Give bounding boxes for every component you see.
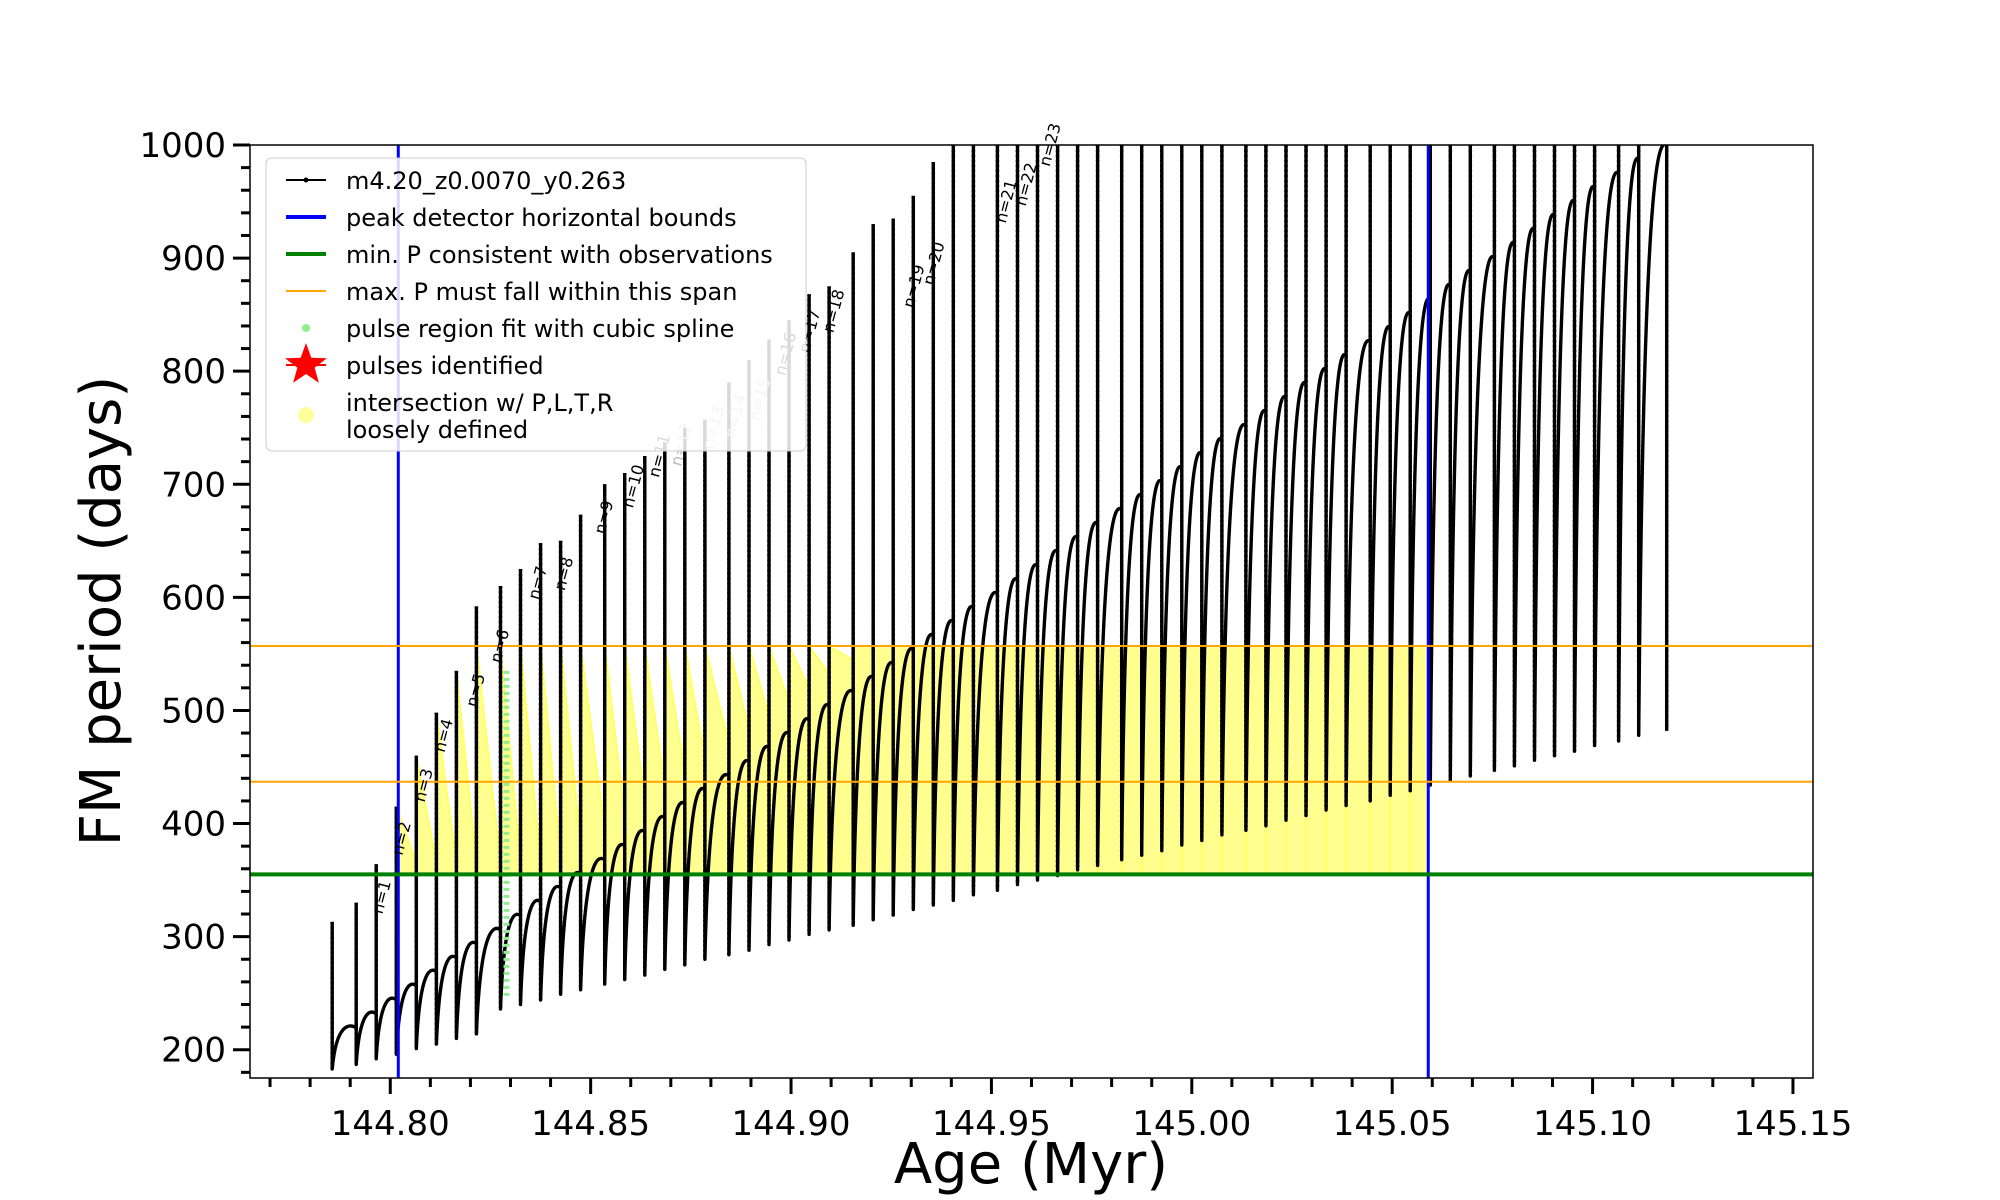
y-tick-label: 700	[161, 465, 226, 505]
axes-layer: 144.80 144.85 144.90 144.95 145.00 145.05 145.…	[139, 126, 1852, 1144]
y-tick-label: 600	[161, 578, 226, 618]
pulse-label: n=18	[819, 287, 849, 334]
y-tick-label: 500	[161, 691, 226, 731]
x-tick-label: 145.10	[1533, 1104, 1652, 1144]
legend-label: max. P must fall within this span	[346, 278, 737, 306]
pulse-label: n=3	[410, 766, 437, 804]
legend-label: intersection w/ P,L,T,R	[346, 389, 613, 417]
intersection-region	[539, 645, 562, 876]
pulse-label: n=4	[430, 717, 457, 755]
legend-label: min. P consistent with observations	[346, 241, 773, 269]
legend-label: pulses identified	[346, 352, 544, 380]
x-tick-label: 144.80	[331, 1104, 450, 1144]
y-tick-label: 1000	[139, 126, 226, 166]
x-axis-title: Age (Myr)	[894, 1132, 1168, 1197]
reference-lines-layer	[250, 145, 1813, 1078]
legend-label: peak detector horizontal bounds	[346, 204, 737, 232]
pulse-label: n=1	[368, 878, 395, 916]
period-track-layer	[330, 145, 1669, 1071]
intersection-region	[1389, 644, 1412, 876]
x-tick-label: 144.95	[932, 1104, 1051, 1144]
intersection-region	[703, 645, 730, 876]
intersection-region	[559, 645, 582, 876]
intersection-region	[579, 645, 606, 876]
legend-box	[265, 157, 807, 452]
x-tick-label: 145.05	[1333, 1104, 1452, 1144]
legend-label: loosely defined	[346, 416, 528, 444]
y-tick-label: 900	[161, 239, 226, 279]
x-tick-label: 145.15	[1733, 1104, 1852, 1144]
legend-label: m4.20_z0.0070_y0.263	[346, 167, 626, 195]
pulse-label: n=20	[919, 240, 949, 287]
legend-label: pulse region fit with cubic spline	[346, 315, 734, 343]
intersection-region	[1369, 644, 1392, 876]
period-track	[330, 145, 1669, 1071]
pulse-label: n=7	[524, 564, 551, 602]
y-tick-label: 300	[161, 918, 226, 958]
intersection-region	[499, 645, 522, 876]
x-tick-label: 145.00	[1132, 1104, 1251, 1144]
legend-marker-dot	[302, 324, 310, 332]
intersection-region	[603, 645, 626, 876]
pulse-label: n=9	[590, 498, 617, 536]
x-tick-label: 144.85	[531, 1104, 650, 1144]
legend-marker-circle	[298, 407, 314, 423]
pulse-label: n=6	[486, 627, 513, 665]
x-tick-label: 144.90	[732, 1104, 851, 1144]
intersection-region	[663, 645, 686, 876]
plot-area	[250, 145, 1813, 1078]
intersection-region	[1409, 644, 1430, 876]
y-axis-title: FM period (days)	[69, 376, 134, 846]
intersection-region	[683, 645, 706, 876]
intersection-region	[1345, 644, 1372, 876]
y-tick-label: 400	[161, 805, 226, 845]
y-tick-label: 800	[161, 352, 226, 392]
pulse-label: n=8	[550, 555, 577, 593]
legend-star-marker	[285, 343, 327, 383]
y-tick-label: 200	[161, 1031, 226, 1071]
intersection-region	[519, 645, 542, 876]
pulse-label: n=5	[462, 671, 489, 709]
legend-marker-dot	[303, 177, 309, 183]
